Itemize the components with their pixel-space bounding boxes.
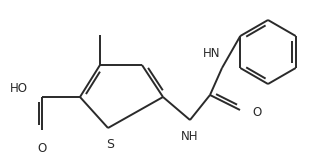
Text: S: S	[106, 138, 114, 151]
Text: NH: NH	[181, 130, 199, 143]
Text: O: O	[252, 106, 261, 119]
Text: HO: HO	[10, 82, 28, 95]
Text: O: O	[37, 142, 47, 155]
Text: HN: HN	[203, 47, 220, 60]
